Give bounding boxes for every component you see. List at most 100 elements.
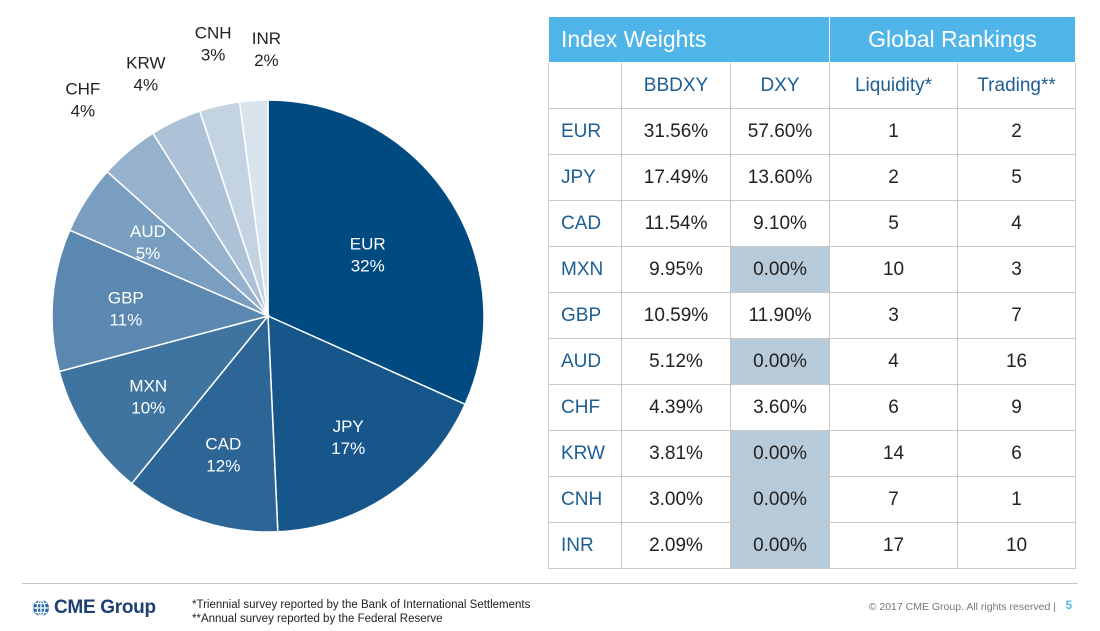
trading-rank-cell: 2	[957, 108, 1077, 155]
trading-rank-cell: 6	[957, 430, 1077, 477]
currency-cell: AUD	[548, 338, 622, 385]
dxy-cell: 9.10%	[729, 200, 831, 247]
dxy-cell: 0.00%	[729, 476, 831, 523]
index-weights-header: Index Weights	[547, 16, 831, 63]
currency-cell: GBP	[548, 292, 622, 339]
footnote-trading: **Annual survey reported by the Federal …	[192, 613, 443, 625]
liquidity-rank-cell: 17	[829, 522, 959, 569]
trading-rank-cell: 1	[957, 476, 1077, 523]
pie-slice-eur	[267, 99, 485, 406]
pie-label-jpy: JPY	[333, 417, 364, 436]
currency-cell: CNH	[548, 476, 622, 523]
liquidity-column-header: Liquidity*	[829, 62, 959, 109]
pie-pct-mxn: 10%	[131, 398, 165, 417]
pie-slice-inr	[238, 99, 269, 317]
trading-rank-cell: 16	[957, 338, 1077, 385]
dxy-cell: 13.60%	[729, 154, 831, 201]
table-row-aud: AUD 5.12% 0.00% 4 16	[548, 338, 1077, 385]
currency-cell: JPY	[548, 154, 622, 201]
cme-group-logo: CME Group	[32, 597, 156, 619]
trading-rank-cell: 7	[957, 292, 1077, 339]
currency-cell: MXN	[548, 246, 622, 293]
trading-rank-cell: 4	[957, 200, 1077, 247]
liquidity-rank-cell: 2	[829, 154, 959, 201]
liquidity-rank-cell: 10	[829, 246, 959, 293]
table-row-jpy: JPY 17.49% 13.60% 2 5	[548, 154, 1077, 201]
pie-pct-krw: 4%	[134, 75, 159, 94]
group-header-row: Index Weights Global Rankings	[547, 16, 1077, 63]
dxy-cell: 57.60%	[729, 108, 831, 155]
copyright: © 2017 CME Group. All rights reserved |	[868, 601, 1056, 613]
bbdxy-cell: 3.81%	[621, 430, 731, 477]
liquidity-rank-cell: 3	[829, 292, 959, 339]
currency-cell: CAD	[548, 200, 622, 247]
trading-rank-cell: 5	[957, 154, 1077, 201]
bbdxy-cell: 9.95%	[621, 246, 731, 293]
globe-icon	[33, 599, 49, 617]
pie-label-chf: CHF	[65, 79, 100, 98]
pie-pct-gbp: 11%	[109, 310, 142, 329]
pie-pct-cad: 12%	[206, 456, 240, 475]
pie-label-krw: KRW	[126, 53, 165, 72]
currency-cell: INR	[548, 522, 622, 569]
currency-cell: KRW	[548, 430, 622, 477]
table-body: EUR 31.56% 57.60% 1 2 JPY 17.49% 13.60% 2 5 CAD 11.…	[548, 108, 1077, 569]
table-row-chf: CHF 4.39% 3.60% 6 9	[548, 384, 1077, 431]
footer-divider	[22, 583, 1078, 584]
bbdxy-cell: 3.00%	[621, 476, 731, 523]
liquidity-rank-cell: 14	[829, 430, 959, 477]
pie-pct-cnh: 3%	[201, 46, 226, 65]
pie-label-inr: INR	[252, 29, 281, 48]
bbdxy-cell: 10.59%	[621, 292, 731, 339]
liquidity-rank-cell: 1	[829, 108, 959, 155]
trading-column-header: Trading**	[957, 62, 1077, 109]
table-row-cnh: CNH 3.00% 0.00% 7 1	[548, 476, 1077, 523]
liquidity-rank-cell: 6	[829, 384, 959, 431]
trading-rank-cell: 10	[957, 522, 1077, 569]
table-row-inr: INR 2.09% 0.00% 17 10	[548, 522, 1077, 569]
pie-label-cnh: CNH	[195, 24, 232, 43]
pie-label-aud: AUD	[130, 222, 166, 241]
table-row-cad: CAD 11.54% 9.10% 5 4	[548, 200, 1077, 247]
table-row-gbp: GBP 10.59% 11.90% 3 7	[548, 292, 1077, 339]
currency-weight-pie-chart: EUR 32% JPY 17% CAD 12% MXN 10% GBP 11% AUD 5% CHF 4%…	[51, 24, 485, 533]
table-row-krw: KRW 3.81% 0.00% 14 6	[548, 430, 1077, 477]
bbdxy-cell: 11.54%	[621, 200, 731, 247]
logo-text: CME Group	[54, 597, 156, 618]
liquidity-rank-cell: 4	[829, 338, 959, 385]
pie-label-gbp: GBP	[108, 288, 144, 307]
trading-rank-cell: 9	[957, 384, 1077, 431]
liquidity-rank-cell: 5	[829, 200, 959, 247]
footnote-liquidity-text: *Triennial survey reported by the	[192, 599, 361, 611]
dxy-cell: 0.00%	[729, 338, 831, 385]
pie-label-eur: EUR	[350, 234, 386, 253]
liquidity-rank-cell: 7	[829, 476, 959, 523]
dxy-cell: 0.00%	[729, 522, 831, 569]
column-header-row: BBDXY DXY Liquidity* Trading**	[548, 62, 1077, 109]
bbdxy-cell: 5.12%	[621, 338, 731, 385]
pie-pct-chf: 4%	[71, 101, 96, 120]
pie-pct-eur: 32%	[351, 256, 385, 275]
pie-slice-gbp	[51, 229, 271, 373]
dxy-cell: 11.90%	[729, 292, 831, 339]
pie-label-cad: CAD	[205, 434, 241, 453]
bbdxy-cell: 2.09%	[621, 522, 731, 569]
currency-cell: CHF	[548, 384, 622, 431]
bbdxy-cell: 4.39%	[621, 384, 731, 431]
dxy-column-header: DXY	[729, 62, 831, 109]
index-weights-table: Index Weights Global Rankings BBDXY DXY …	[547, 16, 1077, 569]
bbdxy-column-header: BBDXY	[621, 62, 731, 109]
pie-pct-jpy: 17%	[331, 439, 365, 458]
pie-slice-jpy	[267, 314, 467, 533]
currency-cell: EUR	[548, 108, 622, 155]
page-number: 5	[1065, 600, 1072, 612]
bbdxy-cell: 17.49%	[621, 154, 731, 201]
currency-column-header	[548, 62, 622, 109]
pie-pct-aud: 5%	[136, 244, 161, 263]
footnote-bis-source: Bank of International Settlements	[360, 599, 531, 611]
dxy-cell: 0.00%	[729, 246, 831, 293]
global-rankings-header: Global Rankings	[829, 16, 1077, 63]
dxy-cell: 0.00%	[729, 430, 831, 477]
trading-rank-cell: 3	[957, 246, 1077, 293]
table-row-eur: EUR 31.56% 57.60% 1 2	[548, 108, 1077, 155]
